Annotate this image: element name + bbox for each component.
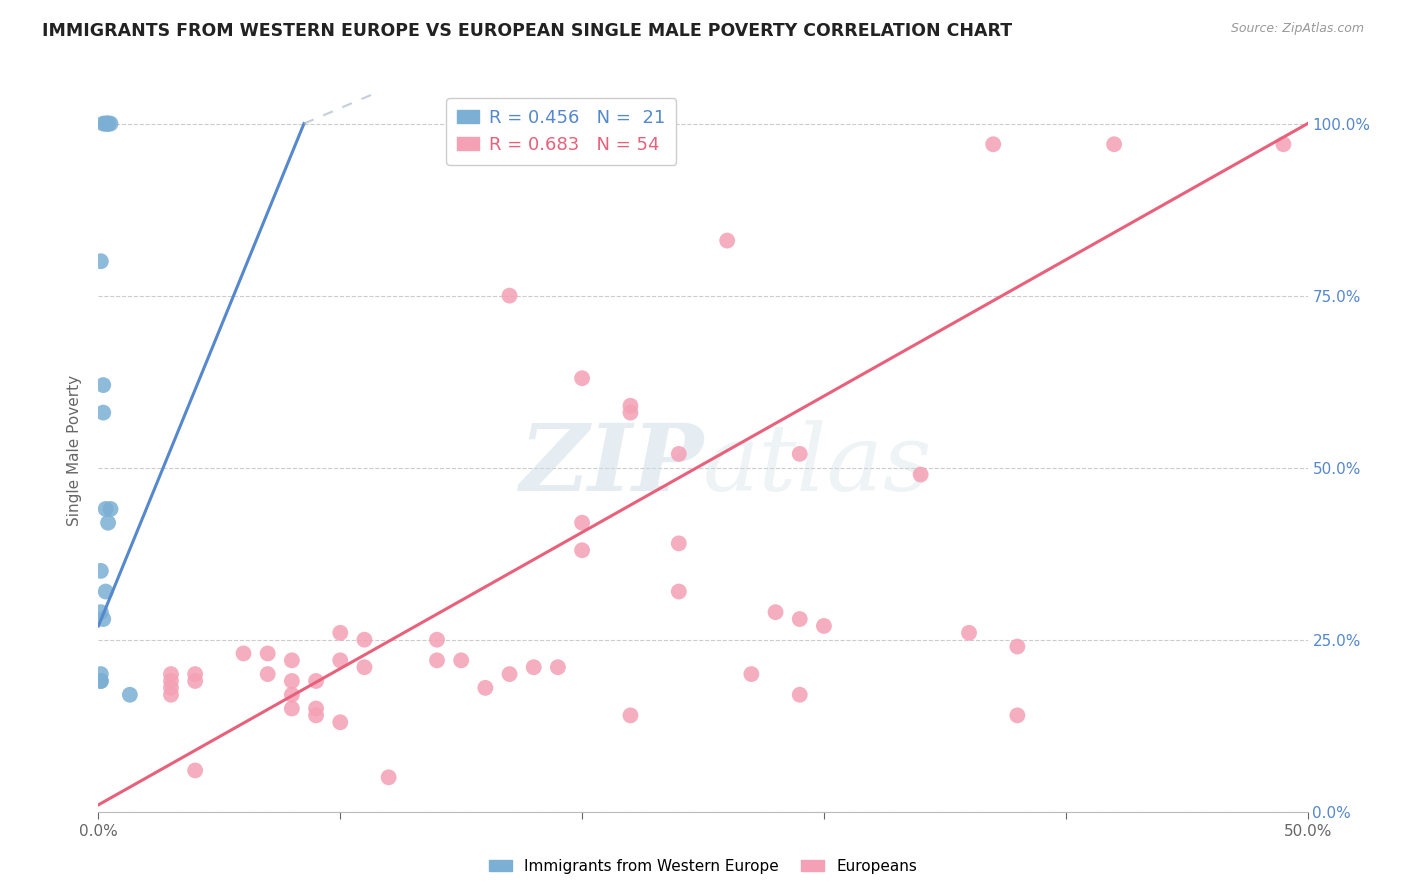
Point [281,673,304,688]
Point [498,667,520,681]
Point [305,708,328,723]
Point [118,688,141,702]
Point [1102,137,1125,152]
Point [353,660,375,674]
Point [97,117,120,131]
Point [377,770,399,784]
Point [90,673,112,688]
Point [789,612,811,626]
Point [90,673,112,688]
Point [353,632,375,647]
Point [426,653,449,667]
Point [571,371,593,385]
Point [281,653,304,667]
Point [957,625,980,640]
Point [329,715,352,730]
Text: atlas: atlas [703,420,932,510]
Legend: Immigrants from Western Europe, Europeans: Immigrants from Western Europe, European… [482,853,924,880]
Point [91,612,114,626]
Point [100,117,122,131]
Point [426,632,449,647]
Point [160,667,183,681]
Point [91,378,114,392]
Point [668,536,690,550]
Point [668,447,690,461]
Point [232,647,254,661]
Point [97,117,120,131]
Point [1007,708,1029,723]
Point [813,619,835,633]
Point [571,516,593,530]
Point [474,681,496,695]
Point [90,667,112,681]
Point [523,660,546,674]
Point [619,708,641,723]
Point [668,584,690,599]
Point [184,673,207,688]
Point [789,447,811,461]
Point [90,605,112,619]
Point [910,467,932,482]
Point [619,406,641,420]
Point [160,688,183,702]
Y-axis label: Single Male Poverty: Single Male Poverty [67,375,83,526]
Point [619,399,641,413]
Point [97,117,120,131]
Point [305,701,328,715]
Point [94,117,117,131]
Point [94,502,117,516]
Point [329,653,352,667]
Point [281,688,304,702]
Point [90,564,112,578]
Point [1007,640,1029,654]
Text: IMMIGRANTS FROM WESTERN EUROPE VS EUROPEAN SINGLE MALE POVERTY CORRELATION CHART: IMMIGRANTS FROM WESTERN EUROPE VS EUROPE… [42,22,1012,40]
Point [94,584,117,599]
Point [160,681,183,695]
Point [97,516,120,530]
Point [256,667,278,681]
Point [90,254,112,268]
Point [94,117,117,131]
Point [329,625,352,640]
Point [1272,137,1295,152]
Legend: R = 0.456   N =  21, R = 0.683   N = 54: R = 0.456 N = 21, R = 0.683 N = 54 [446,98,676,165]
Point [765,605,787,619]
Point [498,288,520,302]
Point [184,667,207,681]
Point [281,701,304,715]
Point [91,406,114,420]
Point [305,673,328,688]
Point [547,660,569,674]
Point [716,234,738,248]
Point [981,137,1004,152]
Text: ZIP: ZIP [519,420,703,510]
Point [740,667,762,681]
Point [100,502,122,516]
Text: Source: ZipAtlas.com: Source: ZipAtlas.com [1230,22,1364,36]
Point [450,653,472,667]
Point [571,543,593,558]
Point [789,688,811,702]
Point [184,764,207,778]
Point [160,673,183,688]
Point [256,647,278,661]
Point [91,117,114,131]
